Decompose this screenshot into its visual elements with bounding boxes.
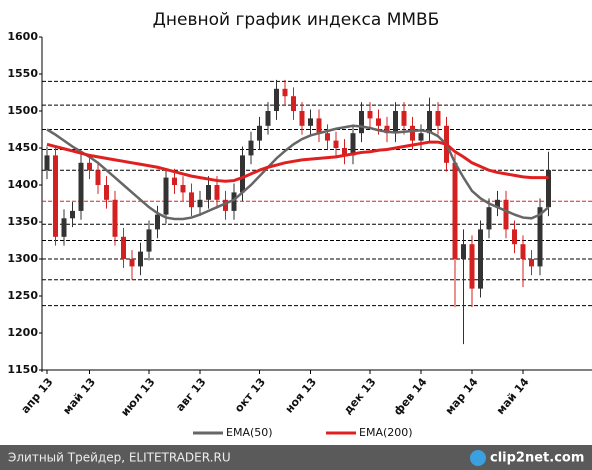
candle-body: [546, 170, 551, 208]
candle-body: [495, 199, 500, 208]
logo-icon: [470, 450, 486, 466]
candle-body: [461, 244, 466, 259]
candle-body: [282, 88, 288, 97]
candle-body: [274, 88, 279, 111]
y-tick-label: 1500: [7, 104, 38, 117]
candle-body: [367, 111, 373, 119]
legend-label: EMA(200): [359, 426, 413, 439]
candle-body: [520, 244, 526, 259]
candle-body: [61, 218, 67, 237]
ema-line: [46, 140, 549, 183]
candle-body: [121, 236, 126, 259]
candle-body: [163, 177, 169, 215]
candle-body: [240, 155, 245, 193]
candle-body: [418, 133, 424, 141]
candle-body: [87, 162, 92, 171]
candle-body: [359, 111, 364, 134]
candle-body: [129, 259, 135, 267]
candle-body: [257, 125, 262, 141]
candle-body: [95, 170, 101, 185]
footer-logo: clip2net.com: [490, 451, 584, 466]
y-tick-label: 1600: [7, 30, 38, 43]
candle-body: [384, 125, 390, 134]
candle-body: [486, 207, 492, 230]
candle-body: [333, 140, 339, 148]
candle-body: [427, 111, 432, 134]
y-tick-label: 1350: [7, 215, 38, 228]
candle-body: [291, 96, 296, 111]
candle-body: [155, 214, 160, 230]
candle-body: [325, 133, 330, 141]
candle-body: [350, 133, 356, 156]
y-tick-label: 1400: [7, 178, 38, 191]
legend-label: EMA(50): [226, 426, 273, 439]
candle-body: [180, 185, 186, 193]
candle-body: [53, 155, 58, 237]
candle-body: [138, 251, 143, 267]
candle-body: [469, 244, 475, 289]
ema-line: [46, 124, 550, 221]
candle-body: [112, 199, 118, 237]
candle-body: [401, 111, 407, 126]
candle-body: [78, 162, 84, 211]
candle-body: [529, 259, 534, 267]
candle-body: [308, 118, 313, 126]
candle-body: [44, 155, 50, 171]
candle-body: [248, 140, 254, 156]
y-tick-label: 1550: [7, 67, 38, 80]
candle-body: [299, 111, 305, 126]
candle-body: [316, 118, 322, 134]
y-tick-label: 1200: [7, 326, 38, 339]
candle-body: [104, 185, 109, 200]
y-tick-label: 1150: [7, 363, 38, 376]
candle-body: [231, 192, 237, 211]
candle-body: [452, 162, 458, 259]
footer-bar: [0, 445, 592, 470]
candle-body: [172, 177, 177, 185]
candle-body: [410, 125, 415, 141]
candle-body: [537, 207, 543, 267]
candle-body: [393, 111, 398, 134]
candle-body: [223, 199, 228, 211]
candle-body: [265, 111, 271, 126]
candle-body: [214, 185, 220, 200]
y-tick-label: 1450: [7, 141, 38, 154]
y-tick-label: 1250: [7, 289, 38, 302]
candle-body: [206, 185, 211, 200]
candle-body: [70, 210, 75, 219]
candle-body: [503, 199, 509, 230]
candle-body: [342, 148, 347, 156]
candle-body: [478, 229, 483, 289]
candle-body: [197, 199, 203, 208]
candle-body: [512, 229, 517, 245]
candle-body: [189, 192, 194, 208]
chart-title: Дневной график индекса ММВБ: [153, 10, 440, 30]
candle-body: [146, 229, 152, 252]
footer-source: Элитный Трейдер, ELITETRADER.RU: [8, 451, 231, 465]
y-tick-label: 1300: [7, 252, 38, 265]
candle-body: [376, 118, 381, 126]
candle-body: [435, 111, 441, 126]
